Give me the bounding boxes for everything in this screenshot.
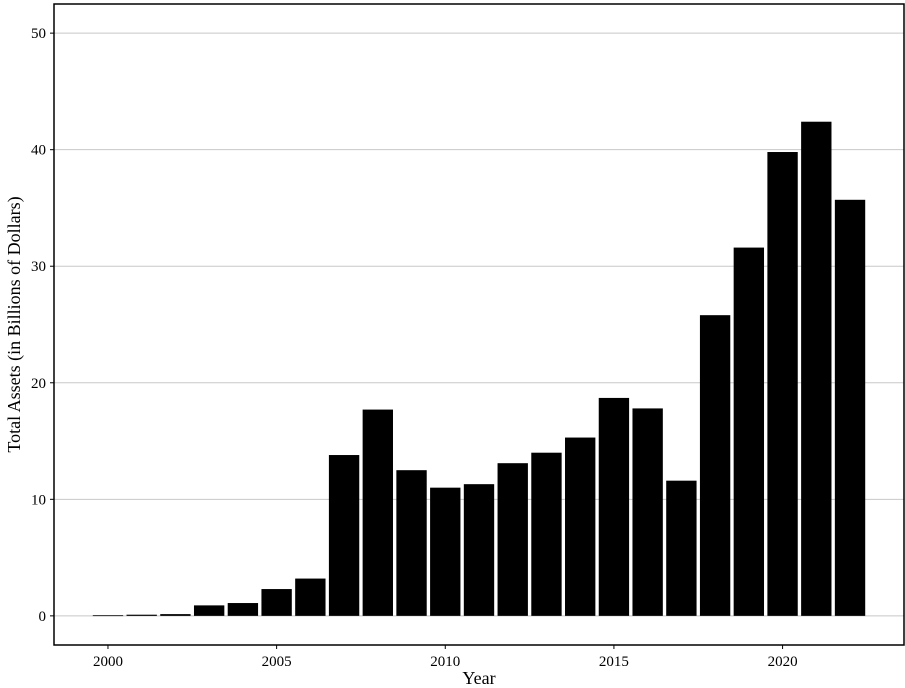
x-tick-label-2005: 2005 [262,654,292,670]
x-tick-label-2010: 2010 [430,654,460,670]
plot-panel-border [53,3,905,646]
bar-2013 [531,452,562,616]
bar-2009 [396,470,427,616]
bar-2018 [699,315,731,616]
x-tick-label-2020: 2020 [768,654,798,670]
bar-2007 [328,455,360,616]
y-tick-label-40: 40 [31,143,46,159]
bar-2022 [834,199,866,616]
x-tick-label-2000: 2000 [93,654,123,670]
bar-2014 [565,437,596,616]
y-tick-label-30: 30 [31,259,46,275]
y-axis-title: Total Assets (in Billions of Dollars) [4,196,25,452]
y-tick-label-0: 0 [39,609,47,625]
x-tick-label-2015: 2015 [599,654,629,670]
y-tick-label-10: 10 [31,492,46,508]
x-axis-ticks: 2000 2005 2010 2015 2020 [93,645,798,670]
bar-2010 [430,487,461,616]
y-axis-ticks: 0 10 20 30 40 50 [31,26,54,625]
bar-2002 [160,614,191,616]
bar-2001 [126,614,157,616]
bar-2017 [666,480,697,616]
y-tick-label-20: 20 [31,376,46,392]
bar-2003 [193,605,225,616]
bar-2021 [801,121,832,616]
bar-2006 [295,578,326,616]
bar-2005 [261,589,292,616]
x-axis-title: Year [462,668,495,688]
bar-2019 [733,247,765,616]
bar-2016 [632,408,663,616]
bar-2004 [227,603,259,616]
bar-2011 [463,484,495,616]
bar-2008 [362,409,393,616]
y-tick-label-50: 50 [31,26,46,42]
bars [92,121,866,617]
bar-2000 [92,615,124,617]
bar-2012 [497,463,528,616]
bar-2020 [767,152,798,616]
bar-2015 [598,397,630,616]
